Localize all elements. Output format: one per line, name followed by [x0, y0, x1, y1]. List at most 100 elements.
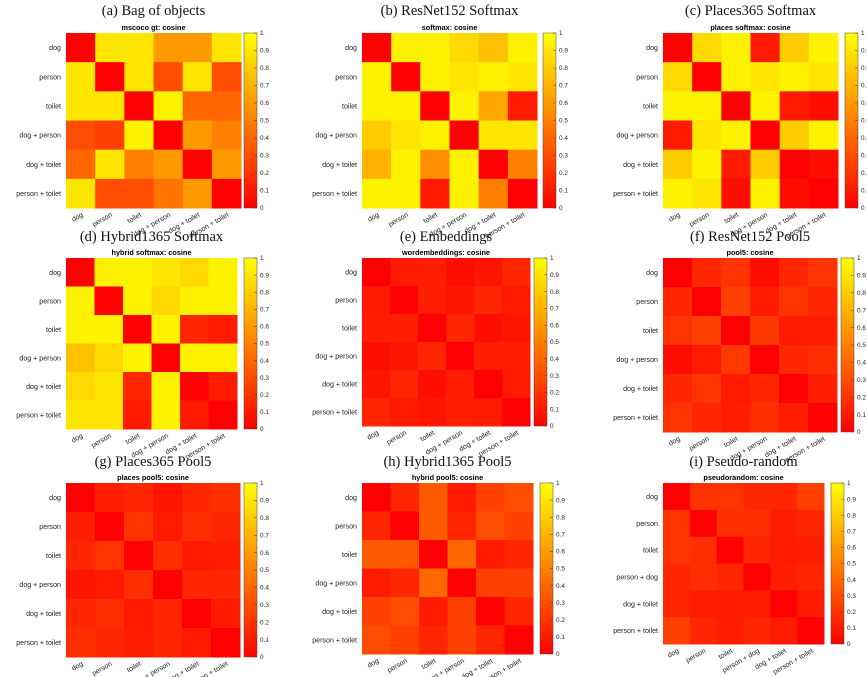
heatmap-cell: [362, 286, 391, 315]
heatmap-cell: [182, 483, 212, 513]
heatmap-cell: [66, 372, 95, 401]
y-tick-label: dog + toilet: [623, 600, 658, 608]
x-tick-label: dog: [366, 657, 380, 670]
heatmap-cell: [151, 315, 181, 344]
heatmap-cell: [692, 287, 722, 317]
y-tick-label: person + toilet: [613, 190, 658, 198]
heatmap-cell: [153, 149, 184, 180]
heatmap-cell: [474, 286, 503, 315]
heatmap-cell: [420, 33, 450, 63]
heatmap-cell: [124, 570, 154, 600]
heatmap-cell: [95, 541, 125, 571]
y-tick-label: toilet: [342, 551, 357, 559]
colorbar-tick-label: 0.9: [260, 48, 269, 55]
x-tick-label: toilet: [422, 211, 439, 225]
x-tick-label: toilet: [717, 647, 734, 661]
colorbar-tick-label: 0.8: [550, 289, 559, 296]
heatmap-cell: [151, 372, 181, 401]
heatmap-cell: [808, 62, 839, 92]
heatmap-cell: [743, 563, 771, 591]
y-tick-label: dog: [345, 269, 357, 277]
x-tick-label: person: [684, 647, 707, 665]
colorbar-tick-label: 0.2: [260, 619, 269, 626]
heatmap-cell: [779, 403, 809, 433]
heatmap-cell: [362, 483, 391, 512]
heatmap-cell: [716, 563, 744, 591]
x-tick-label: toilet: [723, 435, 740, 449]
heatmap-cell: [663, 91, 693, 121]
heatmap-cell: [66, 149, 96, 180]
heatmap-cell: [66, 483, 96, 513]
heatmap-cell: [692, 403, 722, 433]
heatmap-cell: [721, 33, 751, 63]
heatmap-cell: [476, 511, 505, 541]
heatmap-cell: [362, 511, 391, 541]
colorbar-tick-label: 0.6: [861, 100, 867, 107]
heatmap-cell: [478, 91, 509, 121]
heatmap-cell: [689, 590, 718, 618]
colorbar-tick-label: 0.8: [556, 514, 565, 521]
colorbar-tick-label: 0.9: [857, 273, 866, 280]
heatmap-cell: [362, 33, 392, 63]
y-tick-label: dog: [49, 44, 61, 52]
heatmap-cell: [446, 258, 475, 287]
y-tick-label: dog + person: [19, 132, 61, 140]
heatmap-cell: [743, 617, 771, 645]
heatmap-cell: [502, 370, 531, 399]
heatmap-cell: [770, 590, 798, 618]
heatmap-cell: [124, 62, 154, 92]
heatmap-cell: [420, 91, 450, 121]
y-tick-label: dog + toilet: [623, 161, 658, 169]
heatmap-cell: [211, 120, 242, 151]
colorbar-tick-label: 0.8: [260, 65, 269, 72]
x-tick-label: dog: [70, 211, 84, 224]
y-tick-label: person + toilet: [16, 411, 61, 419]
heatmap-cell: [692, 120, 722, 151]
heatmap-cell: [476, 568, 505, 598]
heatmap-panel: (i) Pseudo-random pseudorandom: cosine dog…: [613, 454, 856, 676]
heatmap-cell: [124, 512, 154, 542]
heatmap-cell: [721, 258, 751, 288]
colorbar-tick-label: 1: [260, 255, 264, 262]
colorbar-tick-label: 0.4: [857, 360, 866, 367]
heatmap-cell: [390, 398, 419, 427]
y-tick-label: dog + person: [616, 132, 658, 140]
heatmap-cell: [211, 483, 241, 513]
y-tick-label: dog + toilet: [322, 381, 357, 389]
colorbar-tick-label: 0.4: [260, 585, 269, 592]
heatmap-cell: [692, 33, 722, 63]
heatmap-cell: [478, 178, 509, 209]
y-tick-label: dog + toilet: [26, 610, 61, 618]
x-tick-label: dog: [366, 429, 380, 442]
heatmap-cell: [180, 343, 209, 373]
colorbar-tick-label: 1: [260, 480, 264, 487]
heatmap-cell: [663, 483, 691, 511]
heatmap-cell: [663, 374, 693, 404]
y-tick-label: dog + person: [315, 132, 357, 140]
heatmap-cell: [750, 149, 781, 180]
heatmap-cell: [797, 590, 825, 618]
heatmap-cell: [779, 178, 810, 209]
heatmap-cell: [211, 512, 241, 542]
colorbar-tick-label: 0.9: [260, 498, 269, 505]
heatmap-cell: [182, 62, 213, 92]
colorbar-tick-label: 0.1: [260, 637, 269, 644]
heatmap-cell: [390, 568, 420, 598]
heatmap-cell: [153, 91, 184, 121]
heatmap-cell: [779, 91, 810, 121]
heatmap-cell: [153, 541, 183, 571]
heatmap-cell: [779, 258, 809, 288]
y-tick-label: dog + person: [19, 354, 61, 362]
colorbar-tick-label: 0: [260, 205, 264, 212]
colorbar-tick-label: 0.6: [556, 549, 565, 556]
heatmap-cell: [507, 62, 538, 92]
heatmap-cell: [474, 370, 503, 399]
colorbar-tick-label: 1: [847, 480, 851, 487]
y-tick-label: person: [39, 523, 61, 531]
heatmap-cell: [95, 178, 125, 209]
y-tick-label: person + toilet: [16, 639, 61, 647]
heatmap-cell: [211, 599, 241, 629]
heatmap-cell: [504, 568, 534, 598]
colorbar-tick-label: 0.2: [260, 392, 269, 399]
